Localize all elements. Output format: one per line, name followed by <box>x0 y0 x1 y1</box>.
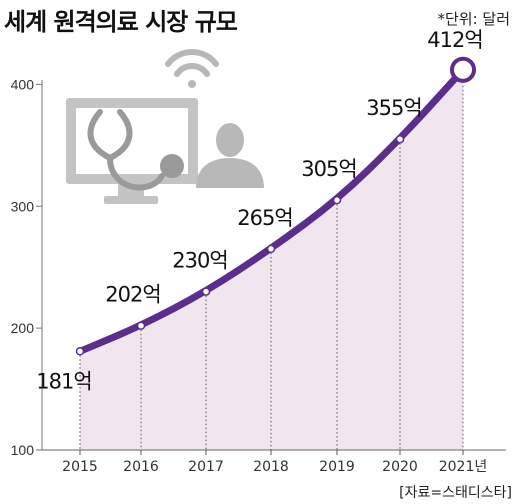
area-fill <box>80 69 463 451</box>
doctor-person-icon <box>196 123 264 188</box>
data-label: 181억 <box>36 369 91 393</box>
x-tick-label: 2021년 <box>439 459 488 475</box>
y-tick-label: 200 <box>11 320 35 336</box>
source-note: [자료=스태디스타] <box>399 485 512 501</box>
y-tick-label: 400 <box>11 76 35 92</box>
x-tick-label: 2016 <box>123 459 159 475</box>
chart-title: 세계 원격의료 시장 규모 <box>4 8 238 36</box>
data-point <box>266 244 276 254</box>
data-label: 265억 <box>237 206 292 230</box>
data-point <box>201 287 211 296</box>
x-tick-label: 2015 <box>62 459 98 475</box>
x-tick-label: 2019 <box>319 459 355 475</box>
data-label: 202억 <box>105 283 160 307</box>
x-tick-label: 2020 <box>382 459 418 475</box>
series-line <box>76 66 467 355</box>
x-tick-label: 2018 <box>253 459 289 475</box>
data-point <box>395 134 405 144</box>
unit-note: *단위: 달러 <box>437 10 510 28</box>
data-point <box>75 347 85 356</box>
y-tick-label: 100 <box>11 442 35 458</box>
y-tick-label: 300 <box>11 198 35 214</box>
wifi-icon <box>165 49 219 88</box>
x-tick-label: 2017 <box>188 459 224 475</box>
data-label: 412억 <box>427 28 482 52</box>
data-label: 355억 <box>366 96 421 120</box>
highlight-point <box>450 56 476 83</box>
monitor-stethoscope-icon <box>66 98 198 204</box>
data-point <box>332 195 342 205</box>
data-point <box>136 321 146 330</box>
data-label: 305억 <box>301 157 356 181</box>
data-label: 230억 <box>172 249 227 273</box>
